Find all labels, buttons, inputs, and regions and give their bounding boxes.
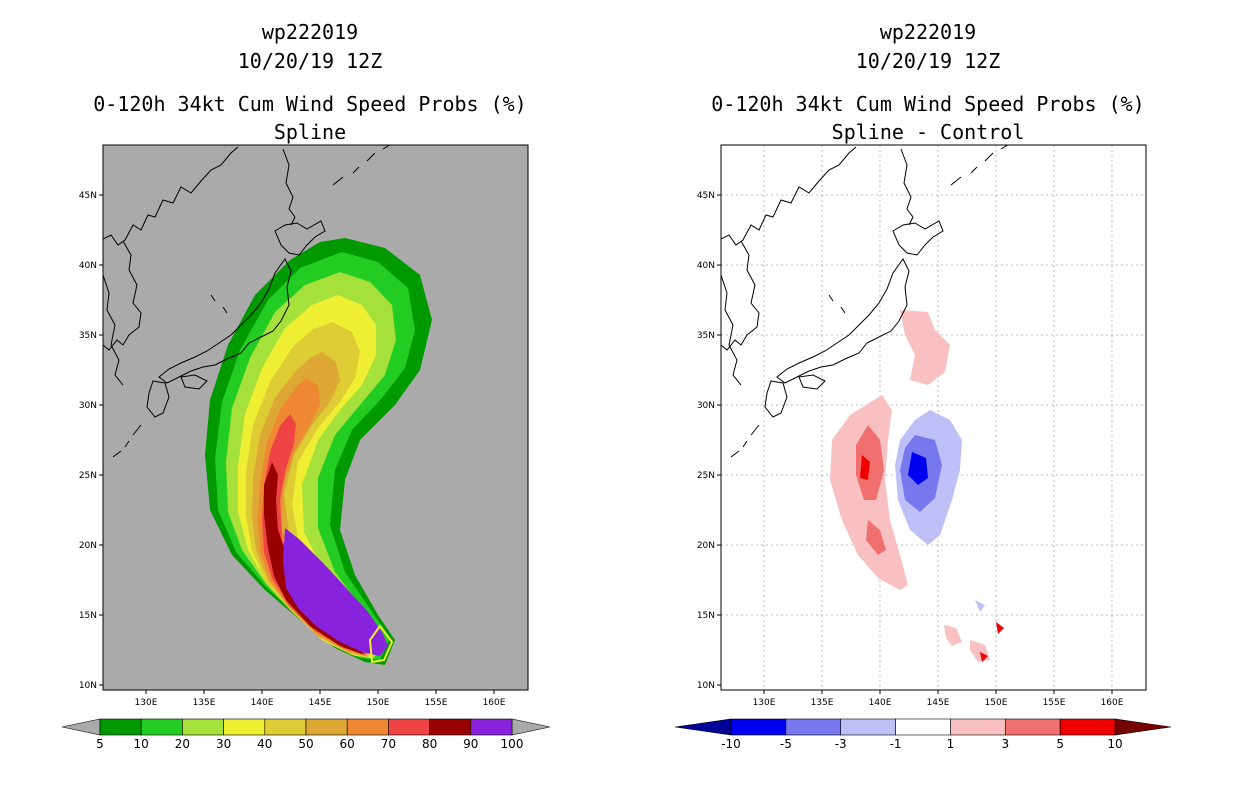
- colorbar-label: 70: [381, 737, 396, 751]
- colorbar-swatch: [1059, 718, 1116, 736]
- lat-label: 15N: [697, 611, 715, 621]
- colorbar-label: -1: [890, 737, 902, 751]
- lon-label: 155E: [1043, 698, 1066, 708]
- colorbar-label: -10: [721, 737, 741, 751]
- colorbar-swatch: [895, 718, 951, 736]
- lat-label: 45N: [79, 191, 97, 201]
- lat-label: 35N: [79, 331, 97, 341]
- colorbar-label: 5: [1056, 737, 1064, 751]
- lat-label: 35N: [697, 331, 715, 341]
- lat-label: 25N: [79, 471, 97, 481]
- colorbar-label: 10: [1107, 737, 1122, 751]
- colorbar-high-end: [1114, 718, 1172, 736]
- lat-label: 25N: [697, 471, 715, 481]
- lat-label: 40N: [79, 261, 97, 271]
- right-title-date: 10/20/19 12Z: [855, 49, 1001, 73]
- right-map-frame: [720, 144, 1147, 691]
- colorbar-label: 5: [96, 737, 104, 751]
- colorbar-label: 90: [463, 737, 478, 751]
- lon-label: 155E: [425, 698, 448, 708]
- left-title-storm-id: wp222019: [261, 20, 359, 44]
- right-colorbar: -10 -5 -3 -1 1 3 5 10: [674, 718, 1172, 751]
- lon-label: 150E: [985, 698, 1008, 708]
- colorbar-label: 80: [422, 737, 437, 751]
- colorbar-label: 1: [947, 737, 955, 751]
- lat-label: 30N: [79, 401, 97, 411]
- lat-label: 45N: [697, 191, 715, 201]
- colorbar-swatch: [840, 718, 896, 736]
- left-map: [102, 144, 529, 691]
- colorbar-label: -3: [835, 737, 847, 751]
- colorbar-swatch: [470, 718, 513, 736]
- colorbar-swatch: [223, 718, 266, 736]
- colorbar-swatch: [785, 718, 842, 736]
- left-title-product: 0-120h 34kt Cum Wind Speed Probs (%): [93, 92, 527, 116]
- colorbar-swatch: [182, 718, 224, 736]
- colorbar-swatch: [140, 718, 183, 736]
- lat-label: 15N: [79, 611, 97, 621]
- lat-label: 20N: [697, 541, 715, 551]
- colorbar-label: 20: [175, 737, 190, 751]
- lat-label: 30N: [697, 401, 715, 411]
- lat-label: 20N: [79, 541, 97, 551]
- colorbar-low-end: [674, 718, 732, 736]
- lon-label: 130E: [753, 698, 776, 708]
- colorbar-label: 60: [340, 737, 355, 751]
- right-title-storm-id: wp222019: [879, 20, 977, 44]
- colorbar-swatch: [429, 718, 472, 736]
- colorbar-label: 50: [298, 737, 313, 751]
- colorbar-swatch: [1004, 718, 1061, 736]
- right-title-method: Spline - Control: [831, 120, 1025, 144]
- left-probability-field: [103, 145, 432, 665]
- lat-label: 40N: [697, 261, 715, 271]
- lon-label: 140E: [251, 698, 274, 708]
- colorbar-swatch: [99, 718, 142, 736]
- lat-label: 10N: [79, 681, 97, 691]
- left-title-date: 10/20/19 12Z: [237, 49, 383, 73]
- lon-label: 150E: [367, 698, 390, 708]
- right-difference-field: [830, 310, 1004, 662]
- colorbar-label: 10: [134, 737, 149, 751]
- lon-label: 160E: [483, 698, 506, 708]
- colorbar-swatch: [346, 718, 389, 736]
- lon-label: 135E: [811, 698, 834, 708]
- lon-label: 145E: [927, 698, 950, 708]
- colorbar-label: -5: [780, 737, 792, 751]
- lon-label: 135E: [193, 698, 216, 708]
- colorbar-high-end: [511, 718, 551, 736]
- lon-label: 145E: [309, 698, 332, 708]
- left-colorbar: 5 10 20 30 40 50 60 70 80 90 100: [61, 718, 551, 751]
- lon-label: 140E: [869, 698, 892, 708]
- colorbar-swatch: [264, 718, 307, 736]
- lon-label: 130E: [135, 698, 158, 708]
- colorbar-label: 40: [257, 737, 272, 751]
- right-map: [720, 144, 1147, 691]
- colorbar-swatch: [388, 718, 430, 736]
- colorbar-swatch: [305, 718, 348, 736]
- colorbar-swatch: [950, 718, 1006, 736]
- colorbar-low-end: [61, 718, 101, 736]
- right-title-product: 0-120h 34kt Cum Wind Speed Probs (%): [711, 92, 1145, 116]
- left-map-axis-labels: 45N 40N 35N 30N 25N 20N 15N 10N 130E 135E 140E 145E…: [79, 191, 506, 708]
- left-title-method: Spline: [273, 120, 347, 144]
- colorbar-label: 100: [501, 737, 524, 751]
- left-map-frame: [102, 144, 529, 691]
- colorbar-label: 30: [216, 737, 231, 751]
- colorbar-swatch: [730, 718, 787, 736]
- lat-label: 10N: [697, 681, 715, 691]
- right-map-gridlines: [721, 145, 1146, 690]
- right-map-axis-labels: 45N 40N 35N 30N 25N 20N 15N 10N 130E 135E 140E 145E…: [697, 191, 1124, 708]
- lon-label: 160E: [1101, 698, 1124, 708]
- colorbar-label: 3: [1001, 737, 1009, 751]
